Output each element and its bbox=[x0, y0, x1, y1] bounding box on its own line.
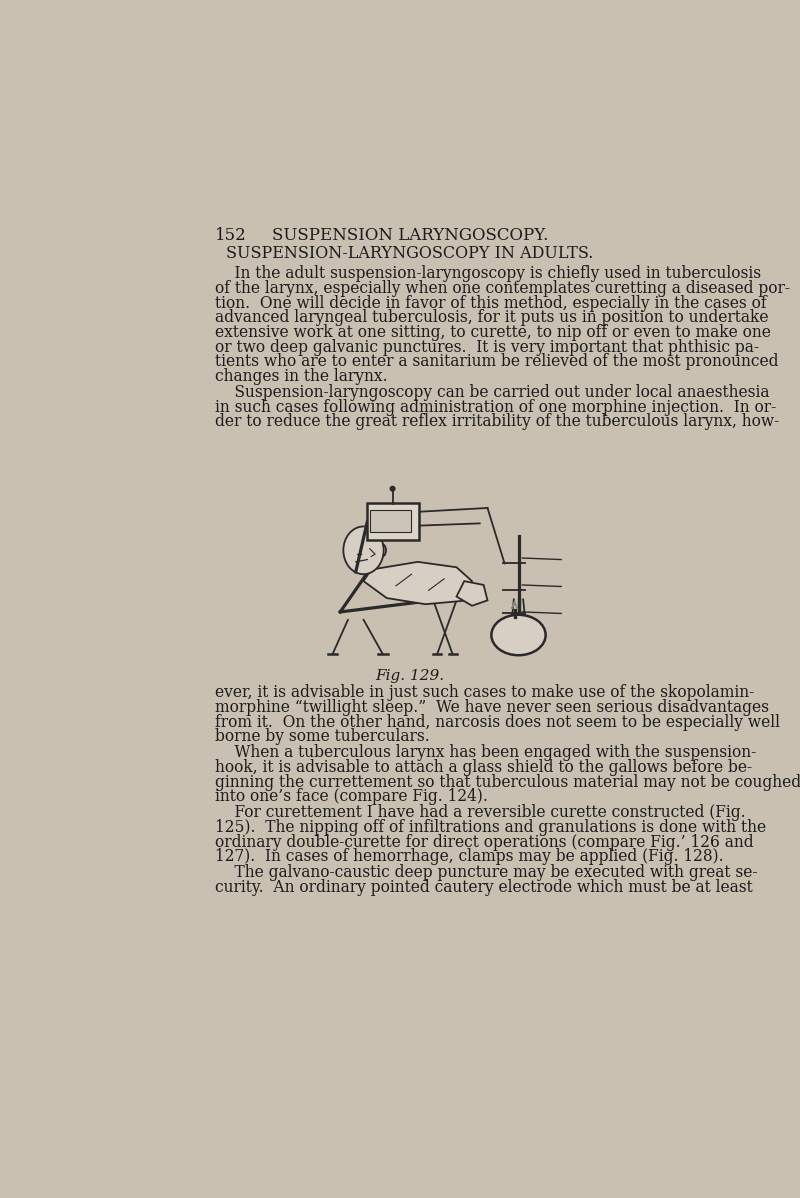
Text: der to reduce the great reflex irritability of the tuberculous larynx, how-: der to reduce the great reflex irritabil… bbox=[214, 413, 779, 430]
Text: of the larynx, especially when one contemplates curetting a diseased por-: of the larynx, especially when one conte… bbox=[214, 280, 790, 297]
Text: in such cases following administration of one morphine injection.  In or-: in such cases following administration o… bbox=[214, 399, 776, 416]
Text: 125).  The nipping off of infiltrations and granulations is done with the: 125). The nipping off of infiltrations a… bbox=[214, 819, 766, 836]
Text: borne by some tuberculars.: borne by some tuberculars. bbox=[214, 728, 430, 745]
Text: In the adult suspension-laryngoscopy is chiefly used in tuberculosis: In the adult suspension-laryngoscopy is … bbox=[214, 266, 761, 283]
Text: changes in the larynx.: changes in the larynx. bbox=[214, 368, 387, 385]
Polygon shape bbox=[363, 562, 472, 604]
Text: ever, it is advisable in just such cases to make use of the skopolamin-: ever, it is advisable in just such cases… bbox=[214, 684, 754, 701]
Text: When a tuberculous larynx has been engaged with the suspension-: When a tuberculous larynx has been engag… bbox=[214, 744, 756, 762]
Text: ginning the currettement so that tuberculous material may not be coughed: ginning the currettement so that tubercu… bbox=[214, 774, 800, 791]
Text: extensive work at one sitting, to curette, to nip off or even to make one: extensive work at one sitting, to curett… bbox=[214, 323, 770, 341]
Text: hook, it is advisable to attach a glass shield to the gallows before be-: hook, it is advisable to attach a glass … bbox=[214, 760, 752, 776]
Ellipse shape bbox=[491, 615, 546, 655]
Text: or two deep galvanic punctures.  It is very important that phthisic pa-: or two deep galvanic punctures. It is ve… bbox=[214, 339, 758, 356]
Text: Suspension-laryngoscopy can be carried out under local anaesthesia: Suspension-laryngoscopy can be carried o… bbox=[214, 385, 770, 401]
Text: SUSPENSION-LARYNGOSCOPY IN ADULTS.: SUSPENSION-LARYNGOSCOPY IN ADULTS. bbox=[226, 246, 594, 262]
FancyBboxPatch shape bbox=[370, 509, 410, 532]
Text: tients who are to enter a sanitarium be relieved of the most pronounced: tients who are to enter a sanitarium be … bbox=[214, 353, 778, 370]
Text: The galvano-caustic deep puncture may be executed with great se-: The galvano-caustic deep puncture may be… bbox=[214, 865, 758, 882]
Polygon shape bbox=[511, 601, 518, 609]
Text: morphine “twillight sleep.”  We have never seen serious disadvantages: morphine “twillight sleep.” We have neve… bbox=[214, 698, 769, 716]
Text: ordinary double-curette for direct operations (compare Fig.’ 126 and: ordinary double-curette for direct opera… bbox=[214, 834, 754, 851]
Text: from it.  On the other hand, narcosis does not seem to be especially well: from it. On the other hand, narcosis doe… bbox=[214, 714, 780, 731]
Text: advanced laryngeal tuberculosis, for it puts us in position to undertake: advanced laryngeal tuberculosis, for it … bbox=[214, 309, 768, 326]
Text: 127).  In cases of hemorrhage, clamps may be applied (Fig. 128).: 127). In cases of hemorrhage, clamps may… bbox=[214, 848, 723, 865]
Text: curity.  An ordinary pointed cautery electrode which must be at least: curity. An ordinary pointed cautery elec… bbox=[214, 879, 753, 896]
Text: SUSPENSION LARYNGOSCOPY.: SUSPENSION LARYNGOSCOPY. bbox=[272, 226, 548, 244]
Ellipse shape bbox=[343, 526, 384, 574]
Ellipse shape bbox=[390, 486, 395, 491]
Polygon shape bbox=[457, 581, 487, 606]
Text: tion.  One will decide in favor of this method, especially in the cases of: tion. One will decide in favor of this m… bbox=[214, 295, 766, 311]
Ellipse shape bbox=[506, 617, 523, 641]
Text: Fig. 129.: Fig. 129. bbox=[375, 668, 445, 683]
FancyBboxPatch shape bbox=[366, 503, 418, 539]
Text: For curettement I have had a reversible curette constructed (Fig.: For curettement I have had a reversible … bbox=[214, 804, 746, 822]
Text: 152: 152 bbox=[214, 226, 246, 244]
Text: into one’s face (compare Fig. 124).: into one’s face (compare Fig. 124). bbox=[214, 788, 487, 805]
